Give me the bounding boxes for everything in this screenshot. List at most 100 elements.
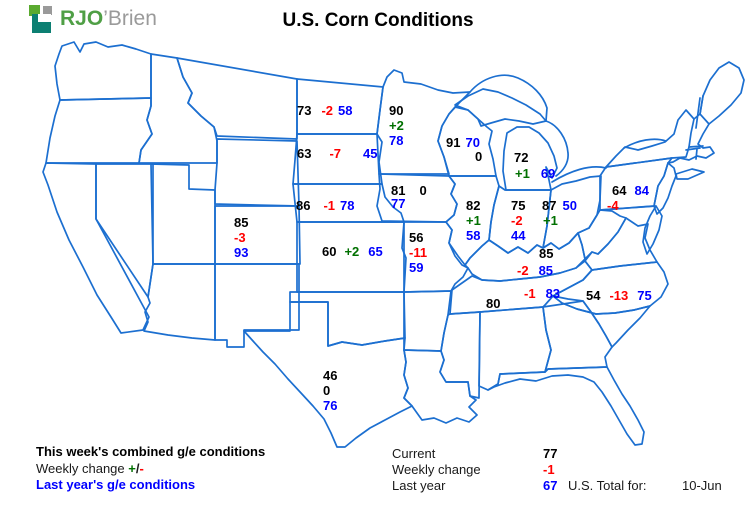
tx-change: 0 bbox=[323, 383, 331, 398]
il-change: +1 bbox=[466, 213, 481, 228]
il-last-year: 58 bbox=[466, 228, 481, 243]
il-current: 82 bbox=[466, 198, 481, 213]
state-label-ky-row2: -2 85 bbox=[517, 263, 553, 278]
state-ok-outline bbox=[289, 291, 406, 347]
ky-last-year: 85 bbox=[538, 263, 554, 278]
current-label: Current bbox=[392, 446, 436, 461]
nd-last-year: 58 bbox=[338, 103, 353, 118]
state-label-mn: 90 +2 78 bbox=[389, 103, 404, 148]
state-wy-outline bbox=[214, 138, 300, 207]
tn-last-year: 83 bbox=[545, 286, 561, 301]
new-england-outline bbox=[667, 61, 745, 164]
state-label-sd: 63 -7 45 bbox=[297, 146, 378, 161]
nc-last-year: 75 bbox=[637, 288, 652, 303]
state-label-ia: 81 0 bbox=[391, 183, 427, 198]
co-last-year: 93 bbox=[234, 245, 249, 260]
legend-current-line: This week's combined g/e conditions bbox=[36, 444, 266, 459]
nc-change: -13 bbox=[609, 288, 629, 303]
tn-current: 80 bbox=[486, 296, 501, 311]
mi-current: 72 bbox=[514, 150, 529, 165]
state-label-ky: 85 bbox=[539, 246, 553, 261]
state-label-ks: 60 +2 65 bbox=[322, 244, 383, 259]
ia-current: 81 bbox=[391, 183, 406, 198]
mo-last-year: 59 bbox=[409, 260, 424, 275]
state-ms-outline bbox=[439, 311, 481, 399]
current-value: 77 bbox=[543, 446, 558, 461]
oh-last-year: 50 bbox=[562, 198, 577, 213]
state-label-mi-row2: +1 69 bbox=[515, 166, 555, 181]
tx-last-year: 76 bbox=[323, 398, 338, 413]
state-ne-outline bbox=[292, 183, 405, 223]
legend-lastyear-line: Last year's g/e conditions bbox=[36, 477, 196, 492]
mo-current: 56 bbox=[409, 230, 424, 245]
nd-current: 73 bbox=[297, 103, 312, 118]
state-la-outline bbox=[403, 349, 478, 424]
report-date: 10-Jun bbox=[682, 478, 722, 493]
page-title: U.S. Corn Conditions bbox=[282, 10, 474, 31]
ne-current: 86 bbox=[296, 198, 311, 213]
ne-change: -1 bbox=[323, 198, 336, 213]
state-label-ne: 86 -1 78 bbox=[296, 198, 355, 213]
weekly-change-value: -1 bbox=[543, 462, 555, 477]
state-label-wi: 91 70 bbox=[446, 135, 480, 150]
state-nv-outline bbox=[95, 163, 154, 298]
state-wi-outline bbox=[437, 106, 497, 177]
state-az-outline bbox=[143, 263, 216, 341]
state-label-nc: 54 -13 75 bbox=[586, 288, 652, 303]
ks-current: 60 bbox=[322, 244, 337, 259]
state-label-mo: 56 -11 59 bbox=[409, 230, 427, 275]
state-ca-outline bbox=[42, 162, 150, 334]
state-label-pa-change: -4 bbox=[607, 198, 619, 213]
in-current: 75 bbox=[511, 198, 526, 213]
state-mt-outline bbox=[176, 57, 298, 140]
state-wa-outline bbox=[54, 41, 152, 101]
state-co-outline bbox=[214, 205, 301, 265]
ks-change: +2 bbox=[344, 244, 360, 259]
lake-ontario-shore bbox=[623, 138, 667, 149]
state-ar-outline bbox=[403, 290, 452, 352]
mo-change: -11 bbox=[409, 245, 428, 260]
ne-last-year: 78 bbox=[340, 198, 355, 213]
legend: This week's combined g/e conditions Week… bbox=[36, 444, 265, 494]
state-al-outline bbox=[478, 306, 552, 391]
state-nm-outline bbox=[214, 263, 300, 348]
new-england-borders bbox=[685, 95, 710, 160]
in-last-year: 44 bbox=[511, 228, 526, 243]
ia-last-year: 77 bbox=[391, 196, 406, 211]
pa-current: 64 bbox=[612, 183, 627, 198]
sd-last-year: 45 bbox=[363, 146, 378, 161]
state-wv-outline bbox=[577, 209, 627, 260]
wi-change: 0 bbox=[475, 149, 483, 164]
in-change: -2 bbox=[511, 213, 523, 228]
legend-minus-sign: - bbox=[139, 460, 144, 476]
state-or-outline bbox=[45, 97, 153, 164]
state-label-wi-change: 0 bbox=[475, 149, 482, 164]
sd-current: 63 bbox=[297, 146, 312, 161]
state-md-de-outline bbox=[599, 205, 663, 255]
legend-slash: / bbox=[135, 460, 140, 476]
nd-change: -2 bbox=[321, 103, 334, 118]
ky-current: 85 bbox=[539, 246, 554, 261]
state-label-in: 75 -2 44 bbox=[511, 198, 525, 243]
mn-current: 90 bbox=[389, 103, 404, 118]
state-ia-outline bbox=[376, 173, 458, 223]
lake-superior-shore bbox=[469, 74, 548, 122]
nc-current: 54 bbox=[586, 288, 601, 303]
co-current: 85 bbox=[234, 215, 249, 230]
legend-plus-sign: + bbox=[128, 460, 136, 476]
state-label-oh-change: +1 bbox=[543, 213, 558, 228]
tx-current: 46 bbox=[323, 368, 338, 383]
lake-erie-shore bbox=[551, 166, 607, 183]
pa-change: -4 bbox=[607, 198, 619, 213]
us-totals: Current 77 Weekly change -1 Last year 67… bbox=[392, 446, 752, 494]
logo-brand-secondary: ’Brien bbox=[103, 7, 157, 30]
ky-change: -2 bbox=[517, 263, 529, 278]
legend-change-line: Weekly change +/- bbox=[36, 460, 144, 476]
oh-current: 87 bbox=[542, 198, 557, 213]
state-nj-outline bbox=[653, 162, 677, 215]
wi-current: 91 bbox=[446, 135, 461, 150]
us-total-label: U.S. Total for: bbox=[568, 478, 647, 493]
co-change: -3 bbox=[234, 230, 246, 245]
sd-change: -7 bbox=[329, 146, 342, 161]
